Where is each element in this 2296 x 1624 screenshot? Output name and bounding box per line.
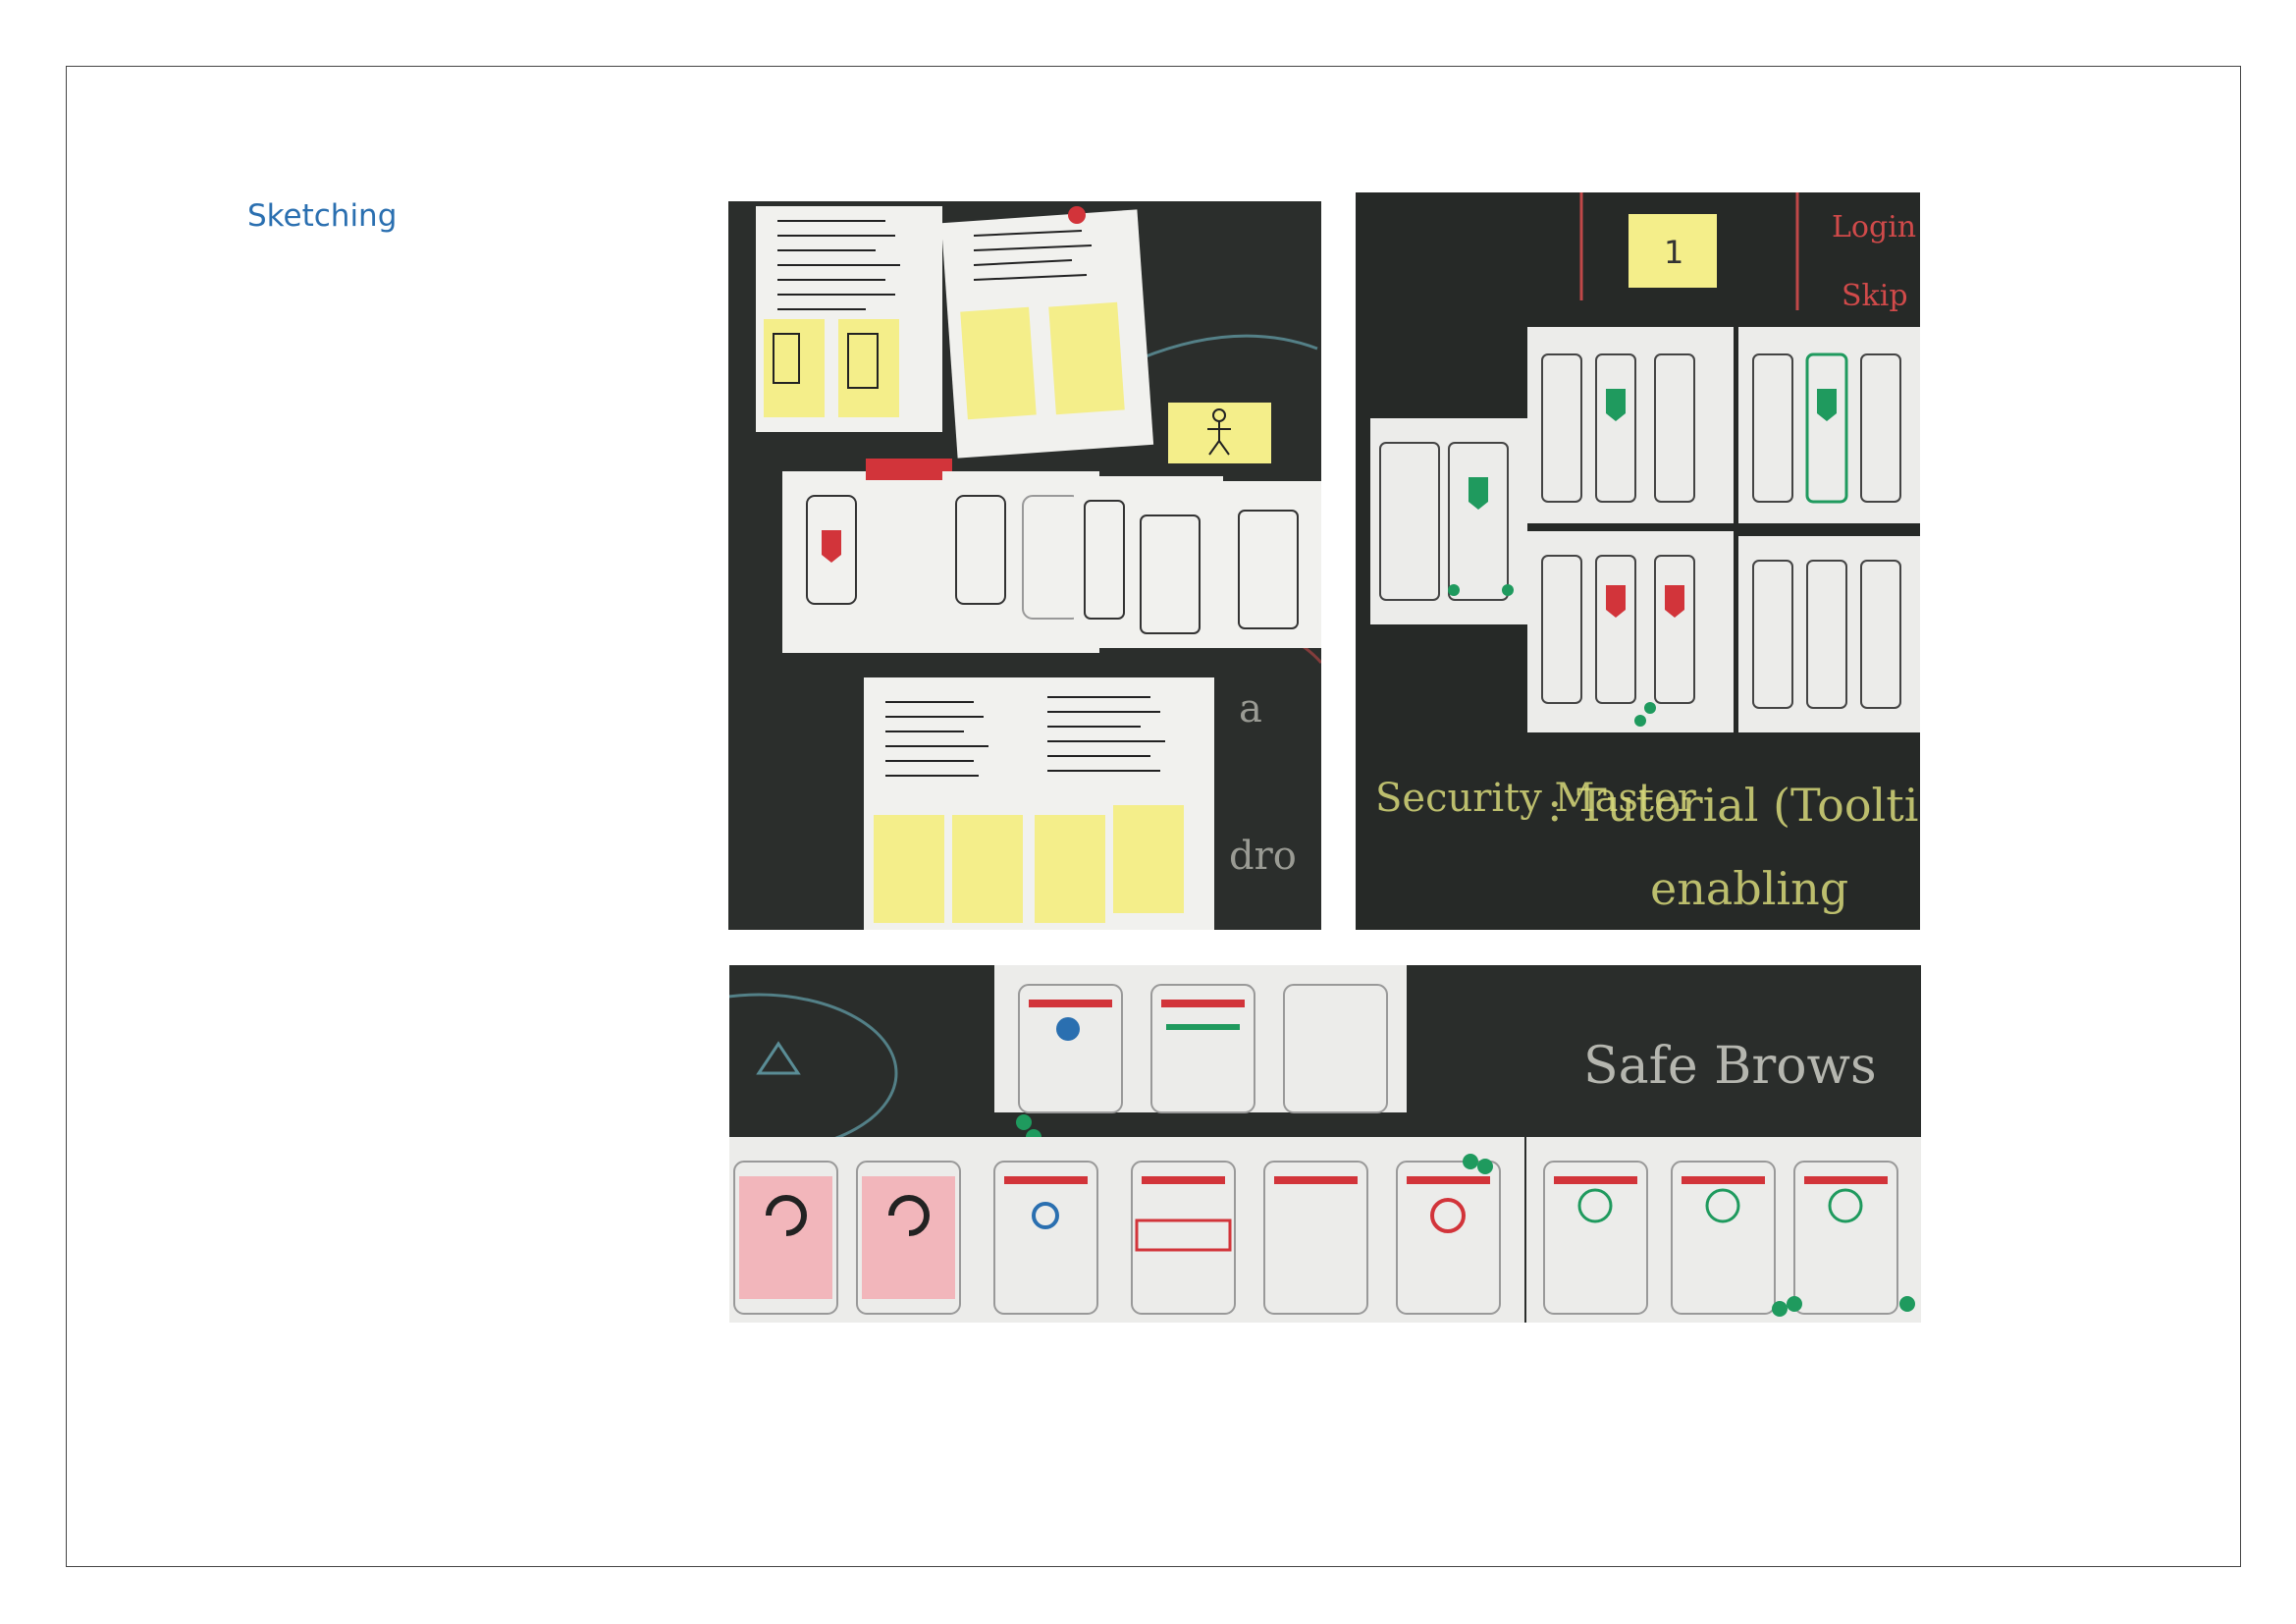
sketch-photo-wireframe-strip: Safe Brows	[729, 965, 1921, 1323]
paper-sheet	[942, 471, 1099, 653]
svg-text:a: a	[1239, 686, 1262, 731]
sketch-photo-chalkboard-screens: 1 Login Skip Security Master : Tutorial …	[1356, 192, 1920, 930]
paper-sheet	[1527, 531, 1734, 732]
paper-sheet	[940, 206, 1154, 459]
chalk-tutorial: : Tutorial (Toolti	[1547, 779, 1918, 832]
chalk-security-master: Security Master	[1375, 776, 1697, 821]
paper-sheet	[1074, 476, 1223, 648]
chalk-skip: Skip	[1842, 279, 1908, 313]
sketch-photo-paper-notes: a dro	[728, 201, 1321, 930]
paper-sheet	[782, 459, 952, 653]
page-frame	[66, 66, 2241, 1567]
paper-sheet	[756, 206, 942, 432]
chalkboard-screens-illustration: 1 Login Skip Security Master : Tutorial …	[1356, 192, 1920, 930]
chalk-enabling: enabling	[1650, 862, 1848, 915]
paper-sheet	[1738, 536, 1920, 732]
paper-sheet	[729, 1137, 1524, 1323]
paper-sheet	[1219, 481, 1321, 648]
chalk-safe-browsing: Safe Brows	[1583, 1037, 1877, 1096]
chalk-login: Login	[1832, 210, 1916, 244]
paper-sheet	[994, 965, 1407, 1112]
paper-sheet	[1028, 677, 1214, 930]
section-heading: Sketching	[247, 198, 398, 234]
paper-notes-illustration: a dro	[728, 201, 1321, 930]
paper-sheet	[1527, 327, 1734, 523]
sticky-number: 1	[1664, 234, 1683, 271]
paper-sheet	[864, 677, 1031, 930]
wireframe-strip-illustration: Safe Brows	[729, 965, 1921, 1323]
sticky-note	[1629, 214, 1717, 288]
svg-text:dro: dro	[1229, 834, 1297, 879]
paper-sheet	[1738, 327, 1920, 523]
paper-sheet	[1526, 1137, 1921, 1323]
